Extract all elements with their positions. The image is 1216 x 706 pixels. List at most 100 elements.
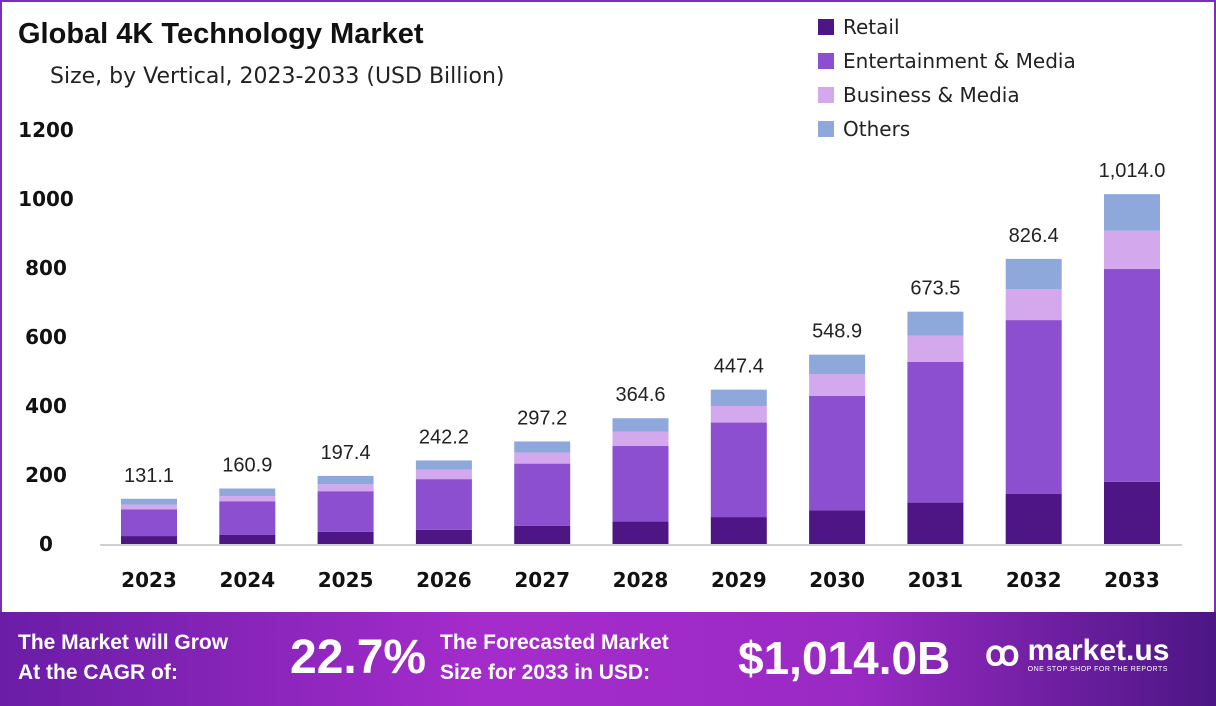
x-tick-label: 2025 bbox=[318, 568, 374, 592]
data-label-total: 673.5 bbox=[910, 278, 960, 300]
x-tick-label: 2027 bbox=[514, 568, 570, 592]
bar-segment-retail bbox=[219, 534, 276, 544]
bar-segment-retail bbox=[121, 536, 177, 544]
bar-segment-business-media bbox=[612, 431, 669, 447]
logo-icon: ꝏ bbox=[985, 635, 1020, 673]
bar-segment-business-media bbox=[317, 484, 374, 492]
stacked-bar-chart: 0 200 400 600 800 1000 1200 131.1 2023 160.9 2024 1… bbox=[18, 118, 1182, 592]
cagr-label: The Market will Grow At the CAGR of: bbox=[18, 628, 228, 688]
x-tick-label: 2023 bbox=[121, 568, 177, 592]
y-tick-label: 600 bbox=[25, 325, 67, 349]
bar-segment-retail bbox=[514, 525, 571, 544]
legend-item-entertainment-media: Entertainment & Media bbox=[818, 44, 1076, 78]
brand-tagline: ONE STOP SHOP FOR THE REPORTS bbox=[1027, 665, 1168, 673]
x-tick-label: 2028 bbox=[613, 568, 669, 592]
bar-segment-business-media bbox=[907, 335, 964, 362]
bar-segment-others bbox=[317, 475, 374, 485]
bar-segment-others bbox=[514, 441, 571, 453]
bar-segment-retail bbox=[809, 510, 866, 544]
data-label-total: 242.2 bbox=[419, 426, 469, 448]
y-tick-label: 400 bbox=[25, 394, 67, 418]
bar-segment-entertainment-media bbox=[219, 501, 276, 535]
x-tick-label: 2030 bbox=[809, 568, 865, 592]
bar-segment-others bbox=[809, 354, 866, 375]
data-label-total: 297.2 bbox=[517, 407, 567, 429]
x-tick-label: 2033 bbox=[1104, 568, 1160, 592]
legend-swatch bbox=[818, 121, 834, 137]
bar-segment-entertainment-media bbox=[907, 361, 964, 503]
data-label-total: 548.9 bbox=[812, 321, 862, 343]
legend-label: Entertainment & Media bbox=[843, 49, 1076, 73]
data-label-total: 364.6 bbox=[615, 384, 665, 406]
bar-segment-others bbox=[1005, 258, 1062, 290]
bar-segment-others bbox=[121, 498, 177, 505]
bar-segment-others bbox=[415, 460, 472, 470]
cagr-label-line: At the CAGR of: bbox=[18, 661, 178, 684]
bar-segment-business-media bbox=[1005, 289, 1062, 321]
brand-logo: ꝏ market.us ONE STOP SHOP FOR THE REPORTS bbox=[985, 634, 1169, 674]
bar-segment-business-media bbox=[1104, 230, 1160, 270]
x-tick-label: 2031 bbox=[908, 568, 964, 592]
data-label-total: 160.9 bbox=[222, 454, 272, 476]
bar-segment-retail bbox=[907, 502, 964, 544]
forecast-value: $1,014.0B bbox=[738, 632, 951, 684]
y-tick-label: 0 bbox=[39, 532, 53, 556]
x-tick-label: 2032 bbox=[1006, 568, 1062, 592]
bar-segment-others bbox=[710, 389, 767, 406]
cagr-label-line: The Market will Grow bbox=[18, 631, 229, 654]
bar-segment-retail bbox=[1104, 481, 1160, 544]
legend-swatch bbox=[818, 87, 834, 103]
bar-segment-others bbox=[1104, 194, 1160, 231]
y-tick-label: 1000 bbox=[18, 187, 74, 211]
legend-swatch bbox=[818, 19, 834, 35]
chart-title: Global 4K Technology Market bbox=[18, 18, 424, 50]
bar-segment-retail bbox=[710, 517, 767, 544]
legend: Retail Entertainment & Media Business & … bbox=[818, 10, 1076, 146]
bar-segment-entertainment-media bbox=[1005, 320, 1062, 494]
bar-segment-business-media bbox=[514, 452, 571, 464]
bar-segment-entertainment-media bbox=[121, 509, 177, 537]
y-tick-label: 200 bbox=[25, 463, 67, 487]
legend-label: Retail bbox=[843, 15, 900, 39]
legend-item-others: Others bbox=[818, 112, 1076, 146]
x-tick-label: 2029 bbox=[711, 568, 767, 592]
bar-segment-business-media bbox=[710, 406, 767, 423]
bar-segment-business-media bbox=[121, 504, 177, 510]
bar-segment-entertainment-media bbox=[1104, 269, 1160, 482]
data-label-total: 447.4 bbox=[714, 356, 764, 378]
legend-label: Others bbox=[843, 117, 911, 141]
bar-segment-others bbox=[219, 488, 276, 497]
data-label-total: 131.1 bbox=[124, 465, 174, 487]
bar-segment-business-media bbox=[809, 374, 866, 396]
forecast-label: The Forecasted Market Size for 2033 in US… bbox=[440, 628, 669, 688]
bar-segment-entertainment-media bbox=[317, 491, 374, 532]
bar-segment-entertainment-media bbox=[514, 463, 571, 526]
data-label-total: 197.4 bbox=[321, 442, 371, 464]
bar-segment-others bbox=[612, 418, 669, 432]
bar-segment-retail bbox=[415, 529, 472, 544]
data-label-total: 826.4 bbox=[1009, 225, 1059, 247]
cagr-value: 22.7% bbox=[290, 631, 427, 684]
bar-segment-others bbox=[907, 311, 964, 336]
legend-item-retail: Retail bbox=[818, 10, 1076, 44]
legend-label: Business & Media bbox=[843, 83, 1020, 107]
forecast-label-line: The Forecasted Market bbox=[440, 631, 669, 654]
bar-segment-entertainment-media bbox=[415, 479, 472, 530]
bar-segment-business-media bbox=[415, 469, 472, 480]
y-tick-label: 1200 bbox=[18, 118, 74, 142]
y-tick-label: 800 bbox=[25, 256, 67, 280]
legend-item-business-media: Business & Media bbox=[818, 78, 1076, 112]
legend-swatch bbox=[818, 53, 834, 69]
bar-segment-entertainment-media bbox=[612, 446, 669, 522]
x-tick-label: 2026 bbox=[416, 568, 472, 592]
bar-segment-business-media bbox=[219, 496, 276, 502]
x-tick-label: 2024 bbox=[219, 568, 275, 592]
bar-segment-retail bbox=[317, 531, 374, 544]
brand-name: market.us bbox=[1027, 633, 1170, 667]
bar-segment-retail bbox=[612, 521, 669, 544]
bar-segment-retail bbox=[1005, 493, 1062, 544]
footer-banner: The Market will Grow At the CAGR of: 22.7… bbox=[0, 612, 1216, 706]
data-label-total: 1,014.0 bbox=[1099, 160, 1166, 182]
chart-subtitle: Size, by Vertical, 2023-2033 (USD Billio… bbox=[50, 64, 505, 89]
